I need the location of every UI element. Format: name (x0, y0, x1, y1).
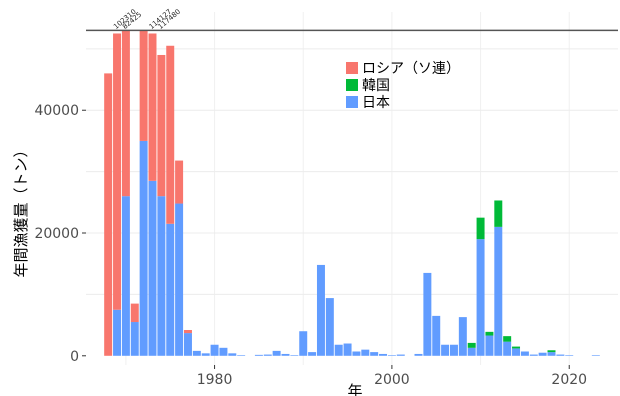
bar-segment (556, 354, 565, 356)
bar-segment (183, 333, 192, 356)
legend-swatch (346, 62, 358, 74)
bar-segment (485, 335, 494, 356)
bar-segment (396, 354, 405, 356)
bar-segment (290, 355, 299, 356)
y-tick-label: 0 (70, 349, 79, 365)
bar-segment (210, 344, 219, 356)
y-tick-label: 40000 (34, 103, 79, 119)
bar-segment (414, 353, 423, 356)
bar-segment (494, 226, 503, 356)
bar-segment (423, 272, 432, 356)
bar-segment (343, 343, 352, 356)
bar-segment (467, 342, 476, 348)
bar-segment (449, 344, 458, 356)
y-tick-label: 20000 (34, 226, 79, 242)
x-tick-label: 2000 (374, 372, 410, 388)
bar-segment (201, 353, 210, 356)
bar-segment (476, 239, 485, 356)
bar-segment (503, 341, 512, 356)
bar-segment (494, 200, 503, 227)
bar-segment (139, 140, 148, 356)
bar-segment (512, 348, 521, 356)
grid (86, 12, 618, 365)
bar-segment (432, 315, 441, 356)
bar-segment (166, 223, 175, 356)
bar-segment (565, 355, 574, 356)
x-tick-label: 1980 (197, 372, 233, 388)
bar-segment (121, 196, 130, 356)
bar-segment (379, 353, 388, 356)
legend-label: 日本 (362, 95, 390, 111)
bar-segment (308, 352, 317, 356)
bar-segment (529, 354, 538, 356)
bar-segment (503, 336, 512, 342)
y-axis-ticks: 0 20000 40000 (34, 103, 86, 365)
bar-segment (370, 352, 379, 356)
bar-segment (352, 351, 361, 356)
bar-segment (113, 309, 122, 356)
bar-segment (157, 196, 166, 356)
bar-segment (130, 303, 139, 323)
bar-segment (263, 354, 272, 356)
bar-segment (441, 344, 450, 356)
bar-segment (237, 355, 246, 356)
bar-segment (130, 322, 139, 356)
bar-segment (520, 351, 529, 356)
bar-segment (166, 45, 175, 224)
legend-label: 韓国 (362, 78, 390, 94)
x-axis-ticks: 1980 2000 2020 (197, 365, 587, 388)
y-axis-title: 年間漁獲量（トン） (12, 142, 30, 277)
bar-segment (148, 180, 157, 356)
bar-segment (591, 355, 600, 356)
bar-segment (547, 350, 556, 353)
bar-segment (281, 353, 290, 356)
bar-segment (104, 73, 113, 356)
bar-segment (272, 350, 281, 356)
bar-segment (157, 54, 166, 197)
bar-segment (183, 330, 192, 334)
bar-segment (121, 30, 130, 197)
bar-segment (387, 355, 396, 356)
legend-swatch (346, 96, 358, 108)
bar-segment (175, 203, 184, 356)
bar-segment (228, 353, 237, 356)
bar-segment (485, 331, 494, 336)
bar-segment (219, 347, 228, 356)
bar-segment (538, 352, 547, 356)
bar-segment (325, 298, 334, 356)
bar-segment (175, 160, 184, 204)
bar-segment (334, 344, 343, 356)
bar-segment (547, 352, 556, 356)
bar-segment (361, 349, 370, 356)
x-axis-title: 年 (347, 382, 362, 396)
legend-swatch (346, 79, 358, 91)
x-tick-label: 2020 (551, 372, 587, 388)
bar-segment (316, 264, 325, 356)
bar-segment (148, 33, 157, 181)
bar-segment (467, 347, 476, 356)
bar-segment (299, 331, 308, 356)
bar-segment (476, 217, 485, 240)
bar-segment (512, 346, 521, 349)
bar-segment (113, 33, 122, 310)
bar-segment (139, 30, 148, 141)
bar-segment (254, 354, 263, 356)
bar-segment (458, 317, 467, 356)
bar-segment (192, 350, 201, 356)
bars (104, 30, 600, 356)
legend-label: ロシア（ソ連） (362, 61, 460, 77)
